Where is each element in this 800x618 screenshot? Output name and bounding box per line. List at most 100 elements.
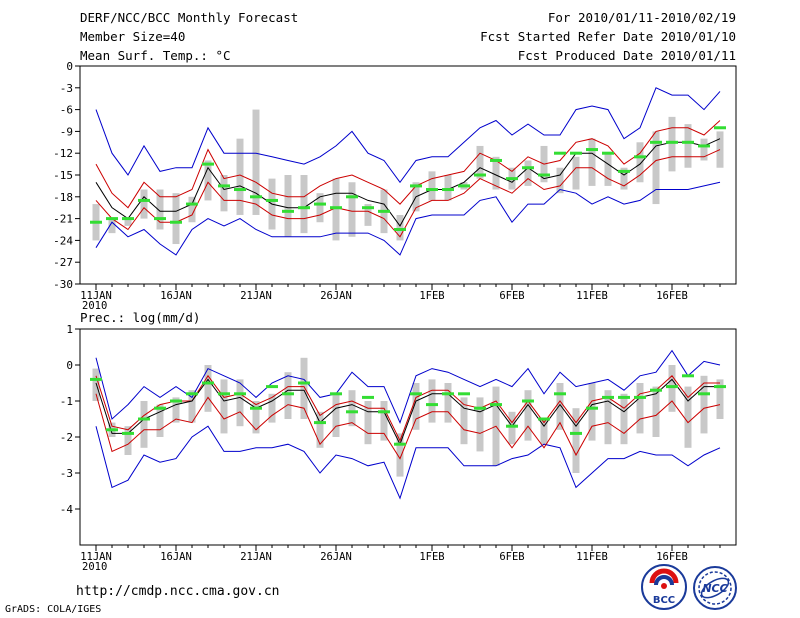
member-size: Member Size=40 [80,29,186,44]
ensemble-marker [506,424,518,428]
ensemble-marker [602,395,614,399]
x-tick-label: 21JAN [240,551,272,563]
ensemble-marker [554,392,566,396]
ensemble-marker [634,395,646,399]
max-line [95,87,721,184]
spread-box [604,153,612,186]
grads-credit: GrADS: COLA/IGES [5,604,102,615]
spread-box [684,124,692,168]
x-tick-label: 6FEB [499,290,524,302]
ensemble-marker [618,169,630,173]
spread-box [140,401,148,448]
ensemble-marker [474,406,486,410]
x-tick-label: 26JAN [320,290,352,302]
spread-box [428,379,436,423]
y-tick-label: 0 [66,60,73,73]
x-tick-label: 11FEB [576,551,608,563]
min-line [95,181,721,256]
ensemble-marker [506,177,518,181]
spread-box [220,379,228,434]
spread-box [716,131,724,168]
ensemble-marker [458,184,470,188]
ensemble-marker [442,392,454,396]
plot-frame [79,328,737,546]
spread-box [252,109,260,215]
ensemble-marker [202,381,214,385]
website-url[interactable]: http://cmdp.ncc.cma.gov.cn [76,584,280,599]
upper-line [95,120,721,209]
y-tick-label: -30 [53,278,73,291]
spread-box [572,408,580,473]
spread-box [396,433,404,477]
ensemble-marker [570,431,582,435]
variable-label: Mean Surf. Temp.: °C [80,48,231,63]
ensemble-marker [426,403,438,407]
x-tick-label: 16JAN [160,551,192,563]
spread-box [492,156,500,190]
spread-box [380,401,388,441]
x-tick-label: 6FEB [499,551,524,563]
forecast-period: For 2010/01/11-2010/02/19 [547,10,736,25]
ensemble-marker [490,403,502,407]
ensemble-marker [378,410,390,414]
y-tick-label: 0 [66,359,73,372]
ensemble-marker [90,220,102,224]
ensemble-marker [314,421,326,425]
ensemble-marker [650,388,662,392]
spread-box [476,397,484,452]
x-tick-label: 11FEB [576,290,608,302]
ensemble-marker [682,140,694,144]
spread-box [124,218,132,226]
spread-box [236,379,244,427]
spread-box [188,390,196,423]
spread-box [348,182,356,237]
x-tick-label: 11JAN [80,551,112,563]
ensemble-marker [314,202,326,206]
spread-box [444,383,452,423]
spread-box [316,193,324,223]
spread-box [156,404,164,437]
ensemble-marker [698,144,710,148]
spread-box [684,386,692,448]
spread-box [348,390,356,427]
spread-box [172,193,180,245]
spread-box [620,393,628,445]
precip-panel-title: Prec.: log(mm/d) [80,310,200,325]
spread-box [540,419,548,445]
ensemble-marker [266,385,278,389]
y-tick-label: -2 [60,431,73,444]
forecast-started-date: Fcst Started Refer Date 2010/01/10 [480,29,736,44]
spread-box [172,397,180,423]
ensemble-marker [106,217,118,221]
spread-box [700,138,708,161]
ensemble-marker [362,395,374,399]
ensemble-marker [458,392,470,396]
spread-box [332,393,340,437]
ensemble-marker [426,188,438,192]
y-tick-label: -15 [53,169,73,182]
ensemble-marker [538,417,550,421]
spread-box [300,357,308,419]
ensemble-marker [570,151,582,155]
spread-box [524,390,532,441]
spread-box [364,204,372,226]
x-tick-label: 16FEB [656,551,688,563]
spread-box [316,411,324,448]
spread-box [252,401,260,434]
ensemble-marker [442,188,454,192]
lower-line [95,393,721,460]
spread-box [604,390,612,445]
x-tick-label: 1FEB [419,551,444,563]
spread-box [556,383,564,430]
ncc-logo: NCC [693,566,737,610]
ensemble-marker [90,377,102,381]
ensemble-marker [378,209,390,213]
ensemble-marker [250,406,262,410]
y-tick-label: -3 [60,467,73,480]
spread-box [668,116,676,172]
ensemble-marker [682,374,694,378]
spread-box [444,175,452,201]
min-line [95,425,721,500]
ensemble-marker [394,228,406,231]
